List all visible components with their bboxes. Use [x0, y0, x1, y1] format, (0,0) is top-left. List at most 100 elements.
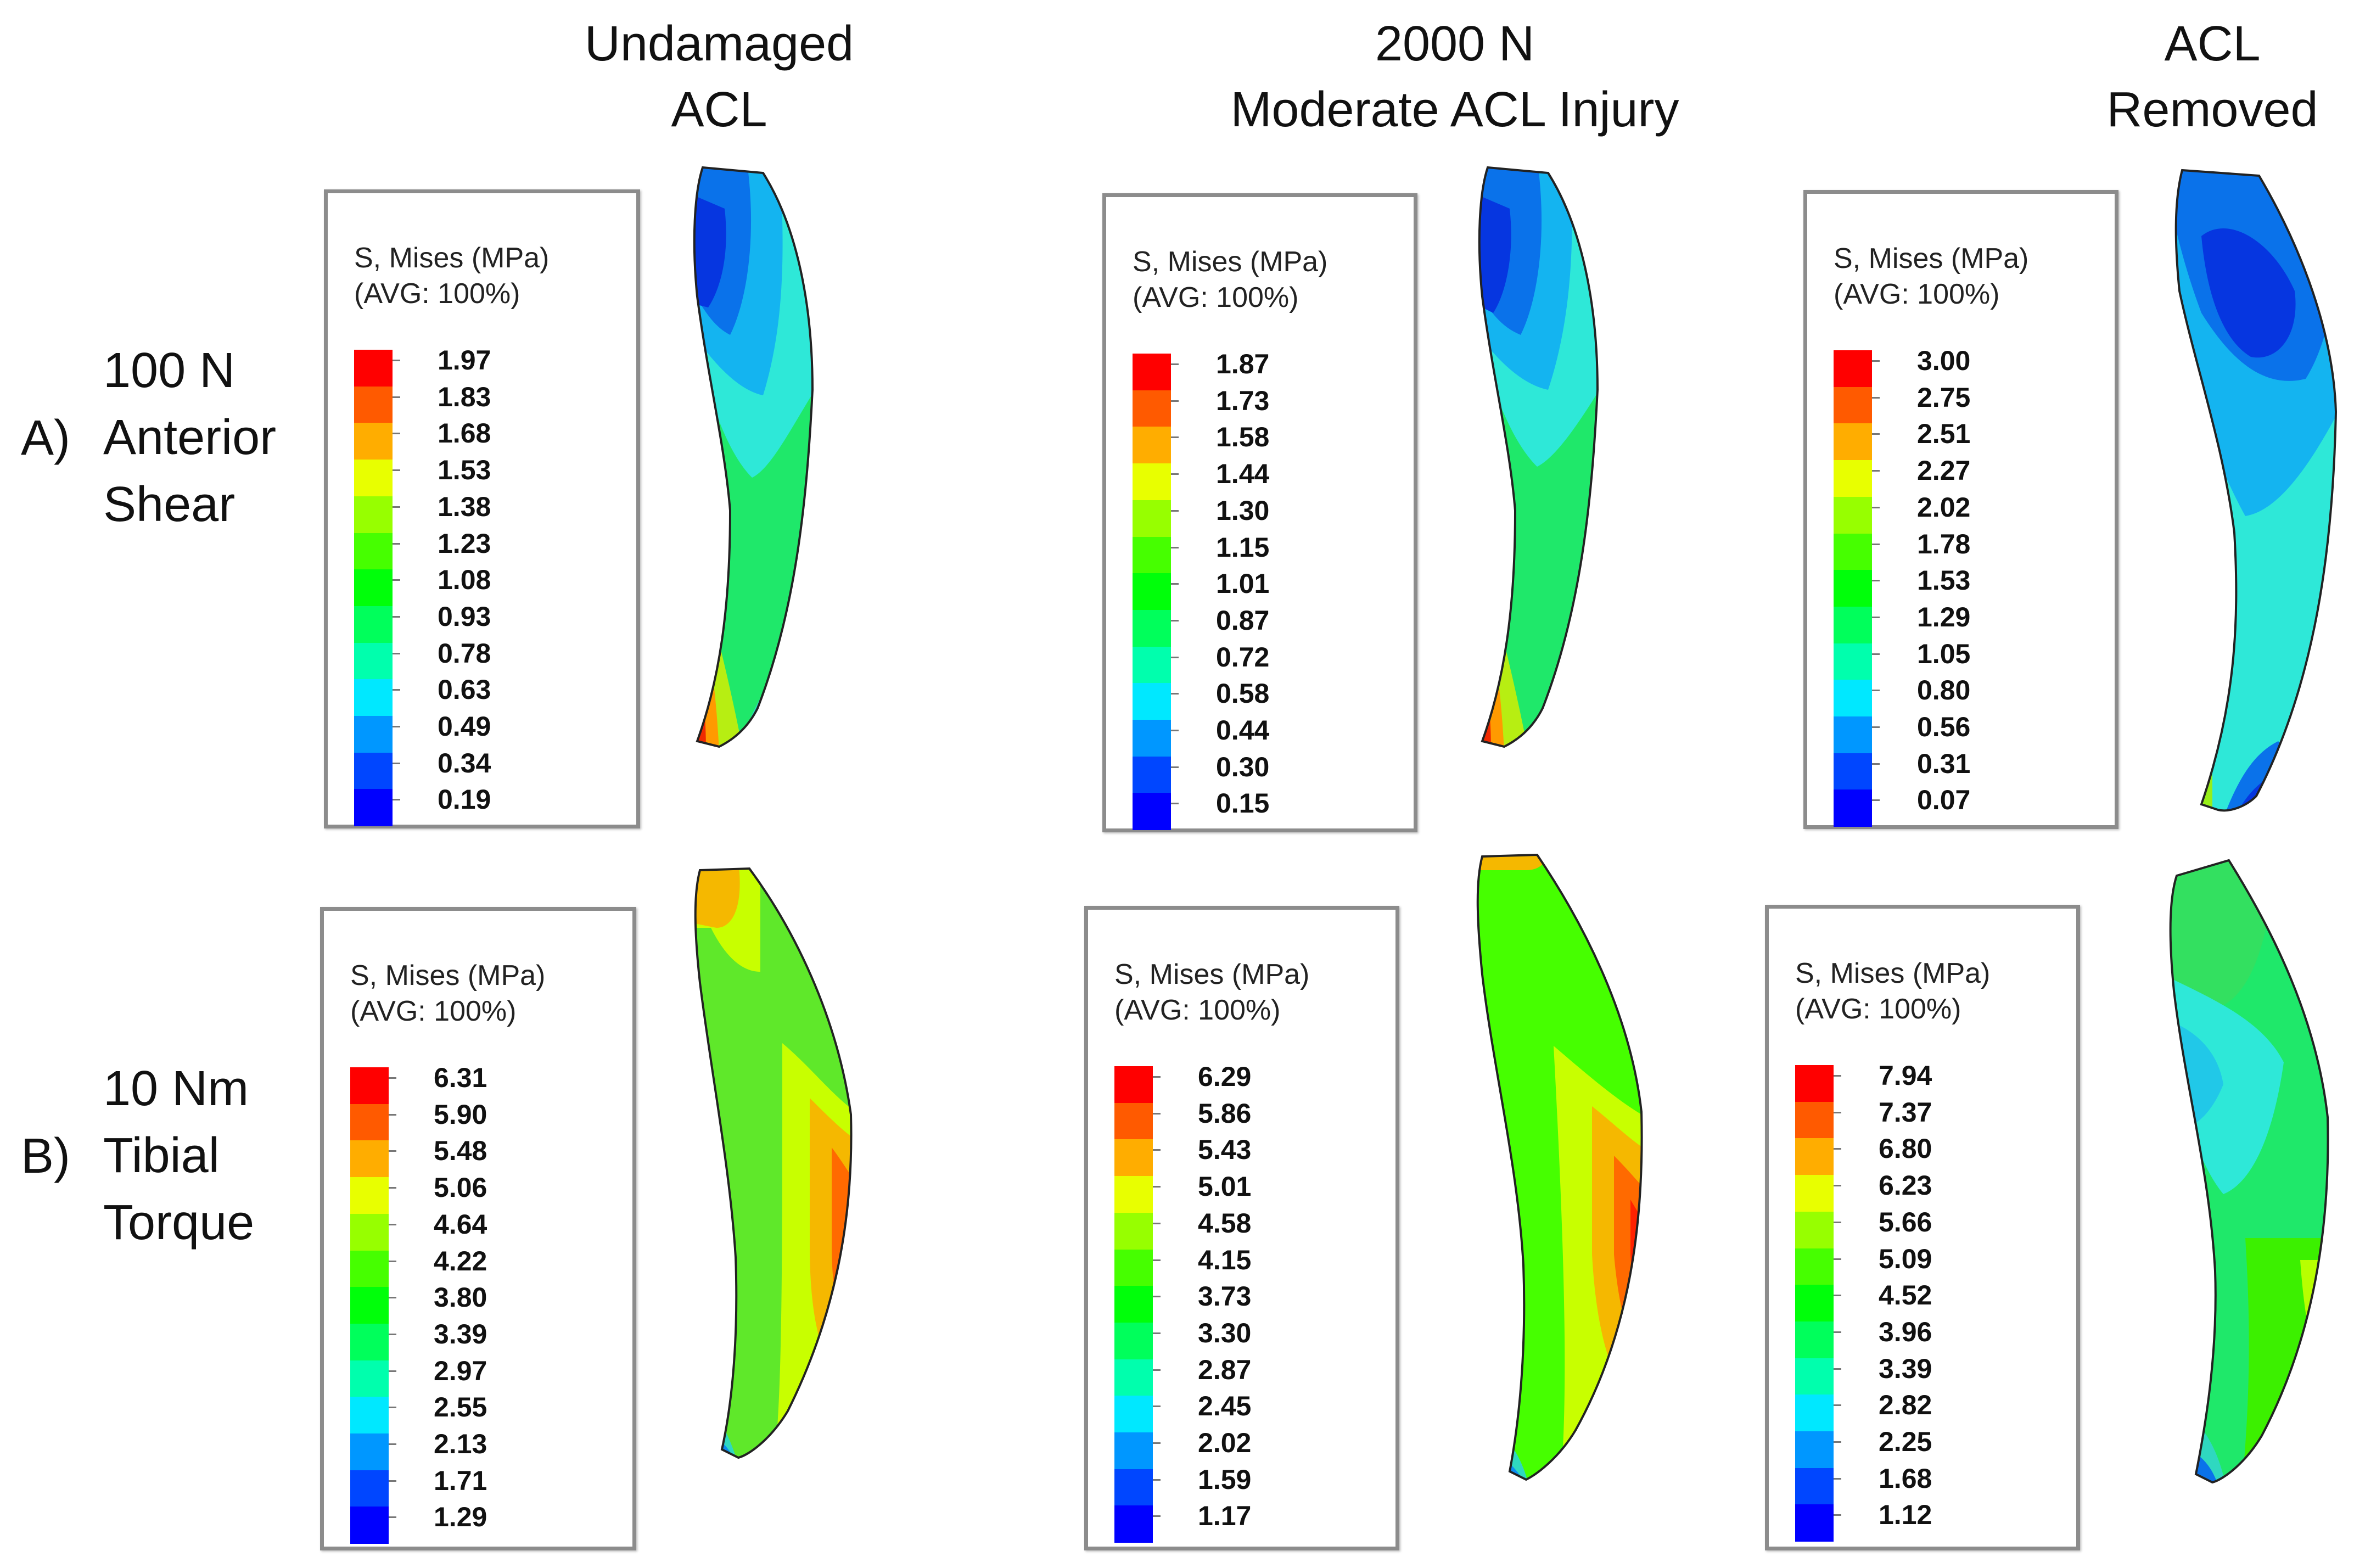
legend-tick	[1872, 580, 1880, 582]
legend-color-swatch	[1834, 570, 1872, 607]
legend-tick	[389, 1150, 396, 1152]
legend-color-swatch	[350, 1470, 389, 1508]
legend-value: 1.68	[1879, 1463, 1932, 1494]
legend-value: 0.72	[1216, 641, 1270, 673]
legend-tick	[389, 1077, 396, 1079]
legend-value: 2.55	[434, 1392, 487, 1423]
legend-color-swatch	[350, 1287, 389, 1324]
legend-tick	[1872, 653, 1880, 655]
legend-color-swatch	[1834, 460, 1872, 497]
legend-value: 1.29	[1917, 601, 1971, 632]
contour-plot-a2	[1478, 166, 1599, 748]
legend-tick	[393, 542, 400, 545]
legend-value: 1.83	[438, 381, 491, 412]
legend-color-swatch	[1834, 350, 1872, 388]
legend-color-swatch	[1133, 536, 1171, 574]
legend-value: 1.29	[434, 1502, 487, 1533]
legend-value: 1.01	[1216, 568, 1270, 600]
legend-color-swatch	[1795, 1504, 1834, 1542]
legend-color-swatch	[1834, 496, 1872, 534]
legend-value: 1.87	[1216, 349, 1270, 379]
legend-value: 5.06	[434, 1172, 487, 1203]
legend-value: 1.58	[1216, 422, 1270, 453]
contour-plot-a3	[2174, 169, 2338, 812]
legend-color-swatch	[354, 423, 393, 461]
legend-value: 0.56	[1917, 712, 1971, 742]
legend-value: 1.15	[1216, 531, 1270, 563]
legend-color-swatch	[1133, 390, 1171, 428]
legend-value: 7.37	[1879, 1096, 1932, 1128]
legend-value: 3.39	[1879, 1353, 1932, 1384]
legend-color-swatch	[1133, 756, 1171, 794]
legend-color-swatch	[1834, 680, 1872, 717]
legend-value: 3.00	[1917, 345, 1971, 376]
legend-value: 2.75	[1917, 382, 1971, 413]
column-header-line2: Removed	[2106, 82, 2318, 137]
legend-color-swatch	[1114, 1322, 1153, 1360]
legend-color-swatch	[354, 496, 393, 534]
legend-tick	[389, 1516, 396, 1519]
row-label-line: 100 N	[103, 343, 236, 398]
contour-plot-b3	[2169, 859, 2329, 1484]
legend-tick	[1834, 1185, 1841, 1187]
legend-tick	[1153, 1222, 1161, 1224]
legend-color-swatch	[1795, 1468, 1834, 1505]
legend-value: 3.39	[434, 1318, 487, 1349]
legend-tick	[1171, 803, 1179, 805]
legend-color-swatch	[1133, 463, 1171, 501]
legend-tick	[389, 1187, 396, 1189]
legend-tick	[1834, 1075, 1841, 1077]
legend-tick	[1171, 766, 1179, 768]
legend-value: 5.43	[1198, 1134, 1252, 1166]
legend-color-swatch	[1114, 1286, 1153, 1323]
legend-value: 1.30	[1216, 495, 1270, 526]
row-label-line: 10 Nm	[103, 1061, 249, 1116]
stress-legend: S, Mises (MPa) (AVG: 100%) 1.87 1.73 1.58 1.4…	[1102, 193, 1417, 832]
legend-value: 1.68	[438, 418, 491, 449]
legend-tick	[1872, 360, 1880, 362]
legend-tick	[1872, 690, 1880, 692]
legend-tick	[1872, 396, 1880, 399]
legend-tick	[389, 1370, 396, 1372]
legend-color-swatch	[1795, 1321, 1834, 1359]
legend-value: 5.66	[1879, 1206, 1932, 1237]
legend-color-swatch	[350, 1433, 389, 1471]
legend-color-swatch	[1795, 1358, 1834, 1396]
column-header-line2: Moderate ACL Injury	[1230, 82, 1679, 137]
legend-color-swatch	[354, 569, 393, 607]
legend-color-swatch	[350, 1323, 389, 1361]
legend-value: 1.73	[1216, 385, 1270, 416]
legend-color-swatch	[1834, 533, 1872, 571]
legend-color-swatch	[1114, 1102, 1153, 1140]
row-label-line: Tibial	[103, 1128, 220, 1183]
legend-color-swatch	[350, 1067, 389, 1105]
legend-value: 1.78	[1917, 528, 1971, 559]
row-label-line: Shear	[103, 477, 236, 532]
row-label-a: 100 N Anterior Shear	[103, 337, 276, 538]
legend-color-swatch	[1834, 716, 1872, 754]
stress-legend: S, Mises (MPa) (AVG: 100%) 6.31 5.90 5.48 5.0…	[320, 907, 636, 1550]
stress-legend: S, Mises (MPa) (AVG: 100%) 1.97 1.83 1.68 1.5…	[324, 189, 640, 828]
row-label-line: Torque	[103, 1195, 255, 1250]
legend-value: 0.63	[438, 674, 491, 705]
legend-value: 0.31	[1917, 748, 1971, 779]
legend-tick	[1153, 1405, 1161, 1408]
legend-tick	[1834, 1148, 1841, 1150]
stress-legend: S, Mises (MPa) (AVG: 100%) 7.94 7.37 6.80 6.2…	[1765, 905, 2080, 1550]
legend-color-swatch	[1795, 1431, 1834, 1469]
column-header-line1: 2000 N	[1375, 16, 1535, 71]
legend-color-swatch	[1133, 646, 1171, 684]
legend-tick	[1872, 433, 1880, 435]
legend-tick	[389, 1443, 396, 1445]
legend-value: 0.15	[1216, 788, 1270, 819]
legend-title: S, Mises (MPa)	[354, 242, 550, 274]
legend-color-swatch	[1795, 1101, 1834, 1139]
legend-value: 1.71	[434, 1465, 487, 1496]
contour-plot-b1	[694, 867, 853, 1459]
legend-tick	[1171, 400, 1179, 402]
legend-title: S, Mises (MPa)	[1133, 246, 1328, 278]
legend-title: S, Mises (MPa)	[350, 960, 546, 992]
legend-tick	[1872, 543, 1880, 545]
legend-color-swatch	[1114, 1139, 1153, 1177]
legend-subtitle: (AVG: 100%)	[354, 278, 520, 310]
